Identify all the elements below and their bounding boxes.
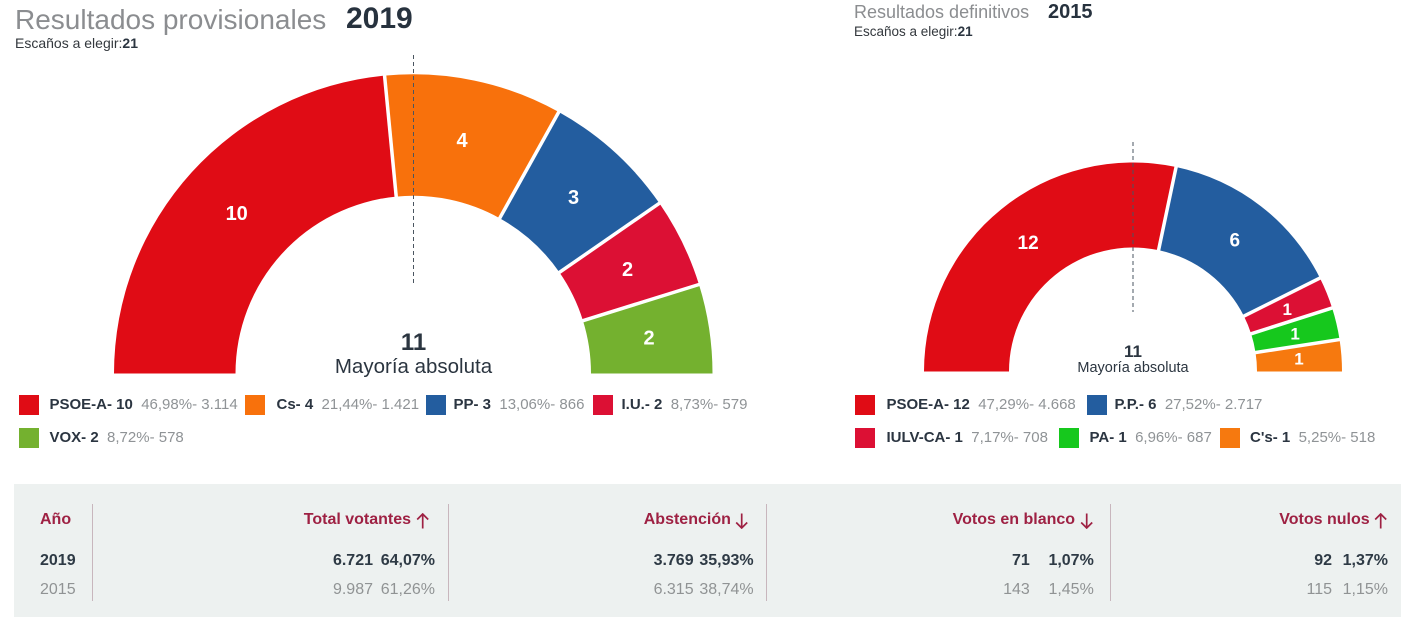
svg-text:1: 1	[1294, 350, 1303, 369]
svg-text:6: 6	[1230, 230, 1241, 251]
svg-text:4: 4	[456, 130, 468, 152]
svg-text:2: 2	[622, 259, 633, 281]
svg-text:3: 3	[568, 187, 579, 209]
svg-text:1: 1	[1290, 324, 1299, 343]
svg-text:10: 10	[226, 203, 248, 225]
svg-text:2: 2	[643, 328, 654, 350]
svg-text:1: 1	[1282, 300, 1291, 319]
svg-text:12: 12	[1018, 233, 1039, 254]
